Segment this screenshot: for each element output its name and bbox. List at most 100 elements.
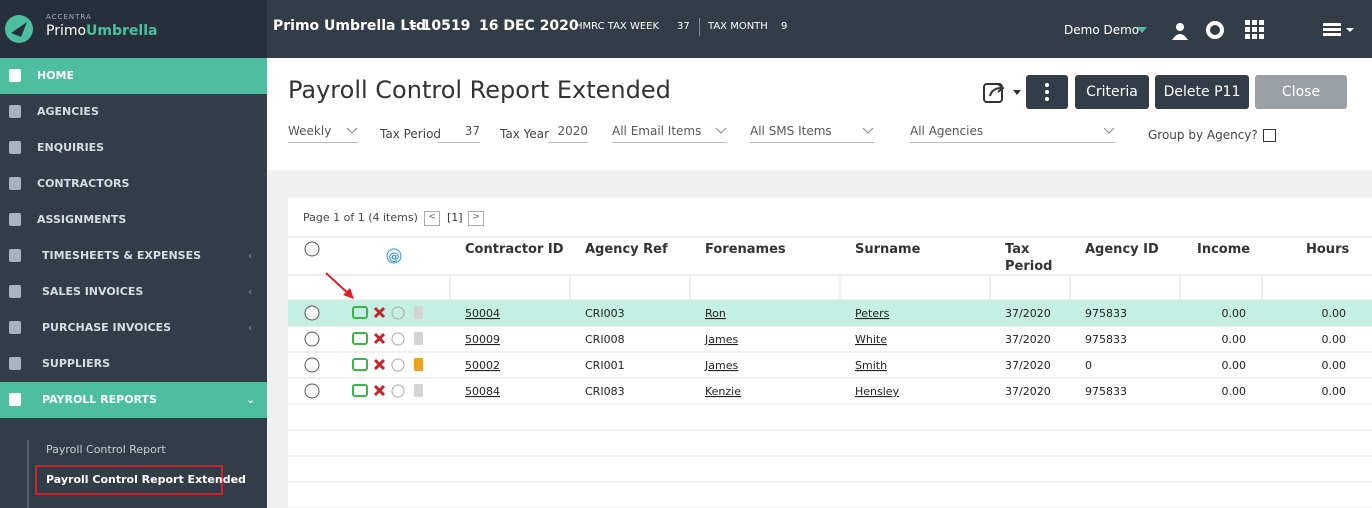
page-title: Payroll Control Report Extended	[288, 76, 671, 104]
row-radio[interactable]	[304, 383, 320, 399]
annotation-arrow	[325, 272, 351, 296]
cell: CRI083	[585, 385, 625, 398]
column-header[interactable]: Contractor ID	[465, 242, 564, 257]
company-no: - 10519	[411, 18, 471, 34]
nav-item[interactable]: ENQUIRIES	[0, 130, 267, 166]
nav-item[interactable]: PURCHASE INVOICES ‹	[0, 310, 267, 346]
calc-icon[interactable]	[414, 384, 423, 397]
nav-item[interactable]: PAYROLL REPORTS ⌄	[0, 382, 267, 418]
cell-link[interactable]: 50002	[465, 359, 500, 372]
nav-item[interactable]: CONTRACTORS	[0, 166, 267, 202]
email-icon[interactable]	[391, 358, 405, 372]
prev-page[interactable]: <	[424, 211, 440, 226]
subnav-item[interactable]: Payroll Control Report Extended	[46, 473, 246, 486]
sms-select[interactable]: All SMS Items	[750, 124, 874, 143]
brand-top: ACCENTRA	[46, 13, 92, 21]
subnav-item[interactable]: Payroll Control Report	[46, 443, 166, 456]
column-header[interactable]: Forenames	[705, 242, 786, 257]
menu-icon[interactable]	[1323, 22, 1363, 38]
column-header[interactable]: Agency ID	[1085, 242, 1159, 257]
cell-link[interactable]: James	[704, 359, 738, 372]
tax-year-input[interactable]: 2020	[548, 124, 588, 143]
tax-year: 2020	[557, 124, 588, 138]
cell: 0.00	[1222, 385, 1247, 398]
tax-month: 9	[781, 21, 788, 32]
column-header[interactable]: Hours	[1306, 242, 1349, 257]
nav-label: ENQUIRIES	[37, 141, 105, 154]
cell: 37/2020	[1005, 359, 1051, 372]
print-icon[interactable]	[352, 332, 368, 345]
nav-item[interactable]: AGENCIES	[0, 94, 267, 130]
nav-item[interactable]: HOME	[0, 58, 267, 94]
highlight-box	[35, 465, 223, 495]
group-checkbox[interactable]	[1263, 129, 1276, 142]
criteria-button[interactable]: Criteria	[1075, 75, 1149, 109]
cell-link[interactable]: 50004	[465, 307, 500, 320]
print-icon[interactable]	[352, 358, 368, 371]
cell-link[interactable]: Hensley	[855, 385, 900, 398]
page-number[interactable]: [1]	[447, 211, 463, 224]
nav-icon	[9, 393, 21, 406]
nav-item[interactable]: ASSIGNMENTS	[0, 202, 267, 238]
email-icon[interactable]	[391, 332, 405, 346]
calc-icon[interactable]	[414, 306, 423, 319]
cell: CRI003	[585, 307, 625, 320]
date: 16 DEC 2020	[479, 18, 579, 34]
nav-item[interactable]: SALES INVOICES ‹	[0, 274, 267, 310]
toolbar-icons[interactable]	[1170, 14, 1290, 44]
delete-icon[interactable]	[373, 332, 386, 345]
nav-label: TIMESHEETS & EXPENSES	[42, 249, 202, 262]
cell: 37/2020	[1005, 333, 1051, 346]
print-icon[interactable]	[352, 384, 368, 397]
cell-link[interactable]: Kenzie	[705, 385, 741, 398]
cell-link[interactable]: Ron	[705, 307, 726, 320]
delete-button[interactable]: Delete P11	[1155, 75, 1249, 109]
agencies: All Agencies	[910, 124, 984, 138]
calc-icon[interactable]	[414, 358, 423, 371]
email-select[interactable]: All Email Items	[612, 124, 727, 143]
user-menu[interactable]: Demo Demo	[1064, 23, 1140, 37]
column-header[interactable]: Surname	[855, 242, 921, 257]
email-icon[interactable]	[391, 384, 405, 398]
at-icon: @	[389, 250, 400, 263]
column-header[interactable]: Tax Period	[1005, 242, 1052, 274]
cell-link[interactable]: Peters	[855, 307, 890, 320]
more-button[interactable]	[1026, 75, 1068, 109]
tax-week-label: HMRC TAX WEEK	[575, 21, 660, 32]
column-header[interactable]: Income	[1197, 242, 1250, 257]
column-header[interactable]: Agency Ref	[585, 242, 668, 257]
email-icon[interactable]	[391, 306, 405, 320]
cell-link[interactable]: James	[704, 333, 738, 346]
frequency-select[interactable]: Weekly	[288, 124, 358, 143]
delete-icon[interactable]	[373, 384, 386, 397]
row-radio[interactable]	[304, 331, 320, 347]
cell: CRI008	[585, 333, 625, 346]
frequency: Weekly	[288, 124, 332, 138]
print-icon[interactable]	[352, 306, 368, 319]
topbar: Primo Umbrella Ltd - 10519 16 DEC 2020 H…	[267, 0, 1372, 58]
cell-link[interactable]: Smith	[855, 359, 887, 372]
nav-label: PAYROLL REPORTS	[42, 393, 157, 406]
cell-link[interactable]: 50009	[465, 333, 500, 346]
nav-label: SALES INVOICES	[42, 285, 144, 298]
calc-icon[interactable]	[414, 332, 423, 345]
cell-link[interactable]: 50084	[465, 385, 500, 398]
close-button[interactable]: Close	[1255, 75, 1347, 109]
delete-icon[interactable]	[373, 306, 386, 319]
row-radio[interactable]	[304, 357, 320, 373]
delete-icon[interactable]	[373, 358, 386, 371]
export-icon[interactable]	[982, 80, 1022, 106]
tax-year-label: Tax Year	[500, 127, 550, 141]
subnav-line	[27, 440, 29, 508]
tax-period-input[interactable]: 37	[438, 124, 480, 143]
group-label: Group by Agency?	[1148, 128, 1258, 142]
cell: 0.00	[1322, 359, 1347, 372]
nav-item[interactable]: SUPPLIERS	[0, 346, 267, 382]
agencies-select[interactable]: All Agencies	[910, 124, 1115, 143]
select-all-radio[interactable]	[304, 241, 320, 257]
cell: 0.00	[1222, 359, 1247, 372]
nav-item[interactable]: TIMESHEETS & EXPENSES ‹	[0, 238, 267, 274]
next-page[interactable]: >	[468, 211, 484, 226]
cell-link[interactable]: White	[855, 333, 887, 346]
row-radio[interactable]	[304, 305, 320, 321]
